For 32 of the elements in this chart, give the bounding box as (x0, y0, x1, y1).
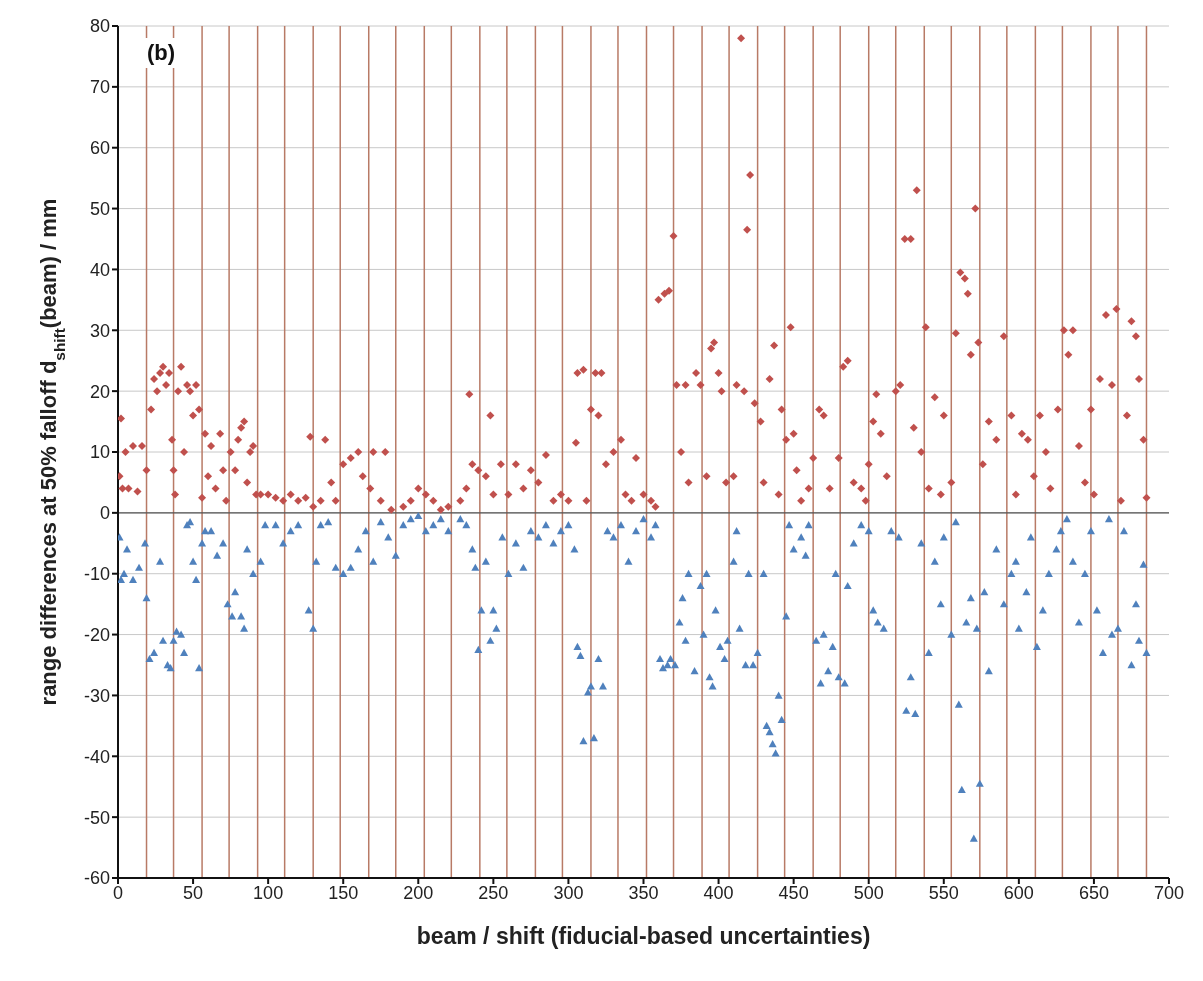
y-tick-label: -10 (83, 564, 110, 585)
x-tick-label: 550 (928, 882, 959, 903)
x-tick-label: 400 (703, 882, 734, 903)
x-tick-label: 250 (478, 882, 509, 903)
y-tick-label: 60 (89, 138, 110, 159)
x-tick-label: 600 (1003, 882, 1034, 903)
x-tick-label: 700 (1153, 882, 1185, 903)
y-tick-label: -60 (83, 868, 110, 889)
y-tick-label: 10 (89, 442, 110, 463)
x-tick-label: 150 (328, 882, 359, 903)
y-tick-label: 80 (89, 16, 110, 37)
y-tick-label: 30 (89, 320, 110, 341)
y-tick-label: -30 (83, 685, 110, 706)
y-tick-label: 20 (89, 381, 110, 402)
x-tick-label: 450 (778, 882, 809, 903)
x-tick-label: 200 (403, 882, 434, 903)
x-tick-label: 50 (183, 882, 204, 903)
y-tick-label: -40 (83, 746, 110, 767)
y-tick-label: 40 (89, 259, 110, 280)
x-axis-title: beam / shift (fiducial-based uncertainties) (416, 923, 871, 949)
y-tick-label: -50 (83, 807, 110, 828)
annotation: (b) (143, 38, 180, 68)
y-tick-label: -20 (83, 624, 110, 645)
x-tick-label: 500 (853, 882, 884, 903)
y-tick-label: 0 (99, 503, 110, 524)
y-tick-label: 50 (89, 198, 110, 219)
x-tick-label: 300 (553, 882, 584, 903)
x-tick-label: 0 (112, 882, 124, 903)
x-tick-label: 100 (253, 882, 284, 903)
x-tick-label: 650 (1078, 882, 1109, 903)
x-tick-label: 350 (628, 882, 659, 903)
y-tick-label: 70 (89, 77, 110, 98)
